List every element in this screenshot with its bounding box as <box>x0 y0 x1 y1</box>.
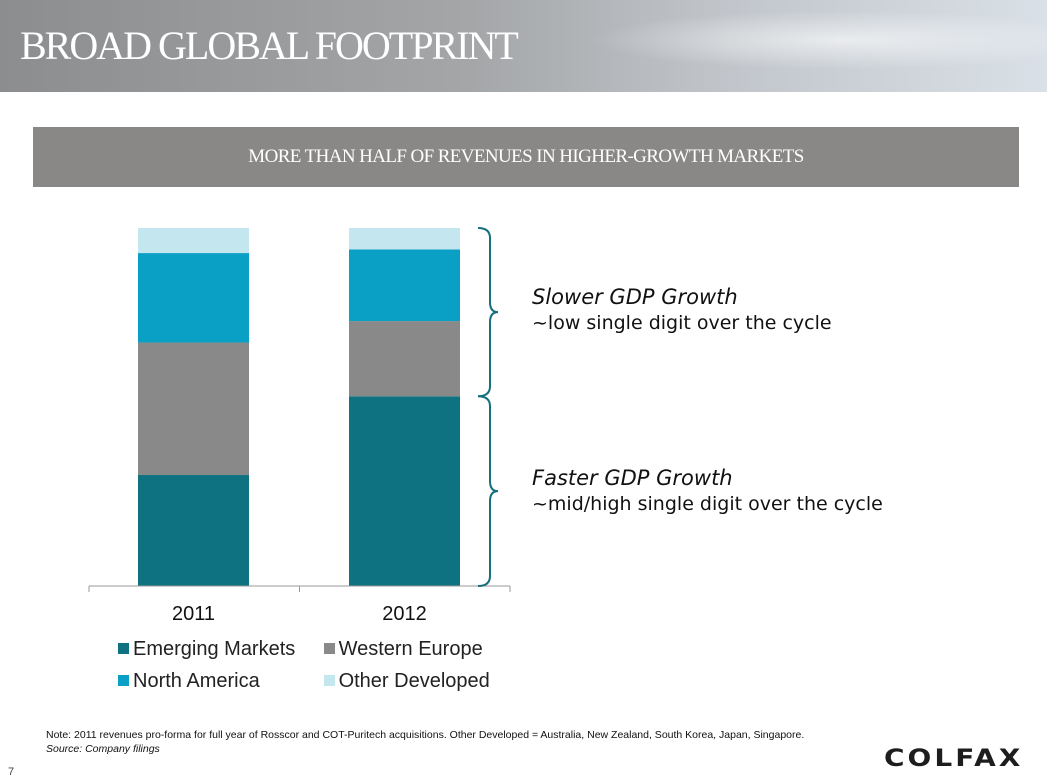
legend-label-other-developed: Other Developed <box>338 670 490 692</box>
legend-item-other-developed: Other Developed <box>323 670 490 693</box>
legend-swatch-other-developed <box>323 675 335 686</box>
legend-item-western-europe: Western Europe <box>323 638 483 661</box>
legend-row: Emerging Markets Western Europe <box>118 638 498 670</box>
legend-label-north-america: North America <box>133 670 260 692</box>
x-tick-label-2011: 2011 <box>172 603 215 625</box>
annotation-slower-growth: Slower GDP Growth ~low single digit over… <box>532 284 832 336</box>
subtitle-banner: MORE THAN HALF OF REVENUES IN HIGHER-GRO… <box>33 127 1019 187</box>
footnote: Note: 2011 revenues pro-forma for full y… <box>46 728 804 756</box>
bar-segment-2011-emerging-markets <box>138 475 249 586</box>
brace-faster-growth <box>477 395 499 587</box>
bar-segment-2011-western-europe <box>138 342 249 476</box>
x-tick-label-2012: 2012 <box>382 603 427 625</box>
annotation-faster-growth: Faster GDP Growth ~mid/high single digit… <box>532 465 883 517</box>
bar-segment-2012-emerging-markets <box>349 396 460 586</box>
bar-segment-2012-western-europe <box>349 321 460 397</box>
bar-segment-2012-other-developed <box>349 228 460 250</box>
legend-label-western-europe: Western Europe <box>338 638 483 660</box>
legend-swatch-north-america <box>118 675 129 686</box>
annotation-text-slower: ~low single digit over the cycle <box>532 312 832 334</box>
title-bar: BROAD GLOBAL FOOTPRINT <box>0 0 1047 92</box>
bar-segment-2011-north-america <box>138 253 249 343</box>
source-text: Source: Company filings <box>46 743 160 755</box>
legend-item-emerging-markets: Emerging Markets <box>118 638 318 661</box>
legend-item-north-america: North America <box>118 670 318 693</box>
annotation-heading-slower: Slower GDP Growth <box>532 285 738 309</box>
brace-slower-growth <box>477 227 499 398</box>
company-logo: COLFAX <box>884 744 1024 773</box>
legend-row: North America Other Developed <box>118 670 498 702</box>
subtitle-text: MORE THAN HALF OF REVENUES IN HIGHER-GRO… <box>248 146 804 167</box>
page-title: BROAD GLOBAL FOOTPRINT <box>20 23 519 68</box>
legend-label-emerging-markets: Emerging Markets <box>133 638 296 660</box>
page-number: 7 <box>8 766 15 778</box>
chart-legend: Emerging Markets Western Europe North Am… <box>118 638 498 702</box>
decorative-swoosh <box>587 10 1047 70</box>
bar-segment-2011-other-developed <box>138 228 249 254</box>
footnote-text: Note: 2011 revenues pro-forma for full y… <box>46 729 805 741</box>
annotation-heading-faster: Faster GDP Growth <box>532 466 733 490</box>
bar-segment-2012-north-america <box>349 249 460 322</box>
annotation-text-faster: ~mid/high single digit over the cycle <box>532 493 883 515</box>
legend-swatch-emerging-markets <box>118 643 129 654</box>
legend-swatch-western-europe <box>323 643 335 654</box>
